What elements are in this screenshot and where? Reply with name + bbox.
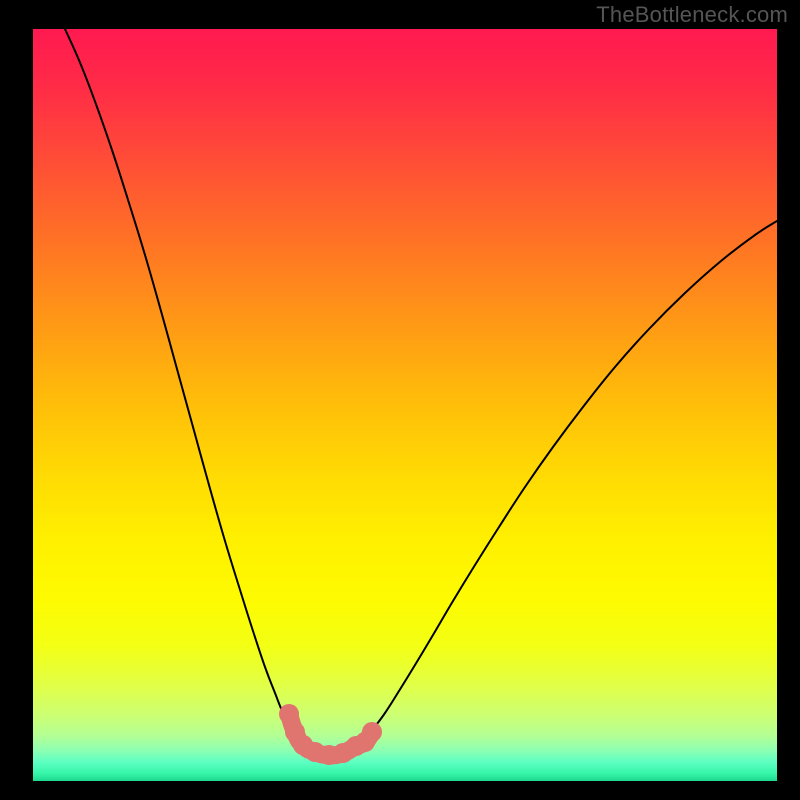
- attribution-text: TheBottleneck.com: [596, 2, 788, 28]
- chart-background: [33, 29, 777, 781]
- marker-dot: [279, 704, 299, 724]
- marker-dot: [362, 722, 382, 742]
- plot-area: [33, 29, 777, 781]
- canvas-outer: TheBottleneck.com: [0, 0, 800, 800]
- chart-svg: [33, 29, 777, 781]
